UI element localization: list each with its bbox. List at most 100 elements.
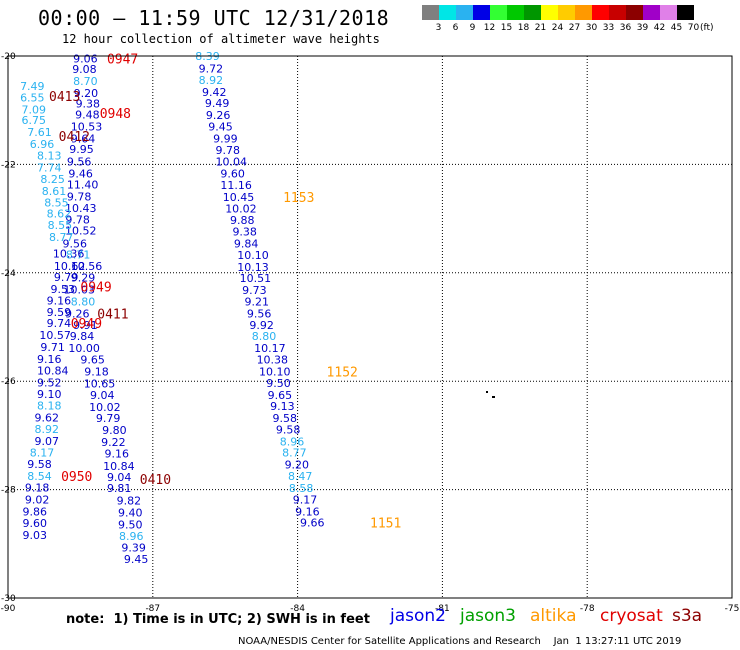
swh-reading: 8.92 (199, 74, 224, 87)
scale-swatch (422, 5, 439, 20)
pass-time-label: 0413 (49, 90, 80, 105)
swh-reading: 9.04 (90, 389, 115, 402)
swh-reading: 9.49 (205, 97, 230, 110)
swh-reading: 8.77 (49, 231, 74, 244)
swh-reading: 8.92 (35, 423, 60, 436)
swh-reading: 8.80 (252, 330, 277, 343)
swh-reading: 6.55 (20, 92, 45, 105)
swh-reading: 8.47 (288, 470, 313, 483)
swh-reading: 8.18 (37, 400, 62, 413)
swh-reading: 10.36 (53, 247, 85, 260)
scale-label: 70 (687, 23, 700, 33)
swh-reading: 9.72 (199, 62, 224, 75)
scale-label: 39 (636, 23, 649, 33)
map-title: 00:00 – 11:59 UTC 12/31/2018 (38, 6, 390, 30)
swh-reading: 8.55 (44, 196, 68, 209)
pass-time-label: 0950 (61, 470, 92, 485)
swh-reading: 9.58 (273, 412, 298, 425)
swh-reading: 8.96 (280, 435, 305, 448)
scale-label: 30 (585, 23, 598, 33)
swh-reading: 9.52 (37, 376, 62, 389)
pass-time-label: 1151 (370, 517, 401, 532)
footnote: note: 1) Time is in UTC; 2) SWH is in fe… (66, 612, 370, 627)
swh-reading: 9.88 (230, 214, 255, 227)
swh-reading: 10.03 (64, 284, 96, 297)
island-marker (492, 396, 495, 398)
swh-reading: 9.58 (276, 423, 301, 436)
swh-reading: 10.38 (257, 354, 289, 367)
pass-time-label: 0410 (140, 473, 171, 488)
swh-reading: 9.74 (47, 317, 72, 330)
pass-time-label: 0947 (107, 53, 138, 68)
map-frame (7, 55, 733, 599)
swh-reading: 10.65 (84, 377, 116, 390)
swh-reading: 7.61 (27, 126, 52, 139)
swh-reading: 9.60 (22, 517, 47, 530)
lon-tick-label: -81 (435, 604, 450, 614)
satellite-legend-s3a: s3a (672, 606, 703, 626)
swh-reading: 11.40 (67, 178, 99, 191)
swh-reading: 10.52 (65, 225, 97, 238)
pass-time-label: 1152 (327, 365, 358, 380)
swh-reading: 9.99 (213, 132, 238, 145)
swh-reading: 10.02 (225, 202, 257, 215)
swh-reading: 10.13 (237, 261, 269, 274)
island-marker (486, 391, 488, 393)
swh-reading: 8.13 (37, 150, 62, 163)
pass-time-label: 0411 (97, 307, 128, 322)
swh-reading: 9.82 (117, 494, 142, 507)
swh-reading: 9.79 (54, 271, 79, 284)
swh-reading: 9.66 (300, 517, 325, 530)
swh-reading: 9.48 (75, 109, 100, 122)
scale-label: 9 (469, 23, 476, 33)
satellite-legend-cryosat: cryosat (600, 606, 663, 626)
lon-tick-label: -78 (580, 604, 595, 614)
swh-reading: 10.51 (240, 272, 272, 285)
swh-reading: 9.21 (245, 296, 269, 309)
swh-reading: 9.91 (73, 319, 98, 332)
swh-reading: 9.53 (50, 283, 75, 296)
scale-swatch (592, 5, 609, 20)
swh-reading: 8.80 (71, 296, 96, 309)
swh-reading: 9.95 (69, 143, 94, 156)
pass-time-label: 0949 (71, 317, 102, 332)
pass-time-label: 1153 (283, 191, 314, 206)
swh-reading: 9.16 (105, 447, 129, 460)
swh-reading: 10.10 (237, 249, 269, 262)
satellite-legend-jason3: jason3 (460, 606, 516, 626)
scale-swatch (507, 5, 524, 20)
lon-tick-label: -84 (290, 604, 305, 614)
scale-label: 36 (619, 23, 632, 33)
scale-label: 21 (534, 23, 547, 33)
pass-time-label: 0412 (59, 130, 90, 145)
scale-swatch (643, 5, 660, 20)
lon-tick-label: -75 (725, 604, 740, 614)
swh-reading: 9.42 (202, 86, 227, 99)
scale-label: 15 (500, 23, 513, 33)
scale-swatch (660, 5, 677, 20)
swh-reading: 7.49 (20, 80, 45, 93)
swh-reading: 9.64 (71, 132, 96, 145)
swh-reading: 8.17 (30, 447, 55, 460)
scale-label: 42 (653, 23, 666, 33)
swh-reading: 9.16 (37, 353, 62, 366)
scale-swatch (575, 5, 592, 20)
scale-swatch (456, 5, 473, 20)
swh-reading: 9.13 (270, 400, 295, 413)
swh-reading: 9.45 (208, 120, 233, 133)
swh-reading: 9.39 (121, 542, 146, 555)
swh-reading: 8.61 (42, 185, 67, 198)
swh-reading: 10.10 (259, 365, 291, 378)
swh-reading: 9.16 (47, 294, 72, 307)
swh-reading: 9.78 (65, 214, 90, 227)
swh-reading: 9.84 (234, 238, 259, 251)
pass-time-label: 0948 (100, 107, 131, 122)
scale-swatch (524, 5, 541, 20)
swh-reading: 8.54 (27, 470, 52, 483)
swh-reading: 9.16 (295, 505, 320, 518)
swh-reading: 8.96 (119, 530, 144, 543)
swh-reading: 9.62 (35, 412, 60, 425)
swh-reading: 9.84 (70, 330, 95, 343)
swh-reading: 9.56 (63, 238, 88, 251)
satellite-legend-altika: altika (530, 606, 577, 626)
